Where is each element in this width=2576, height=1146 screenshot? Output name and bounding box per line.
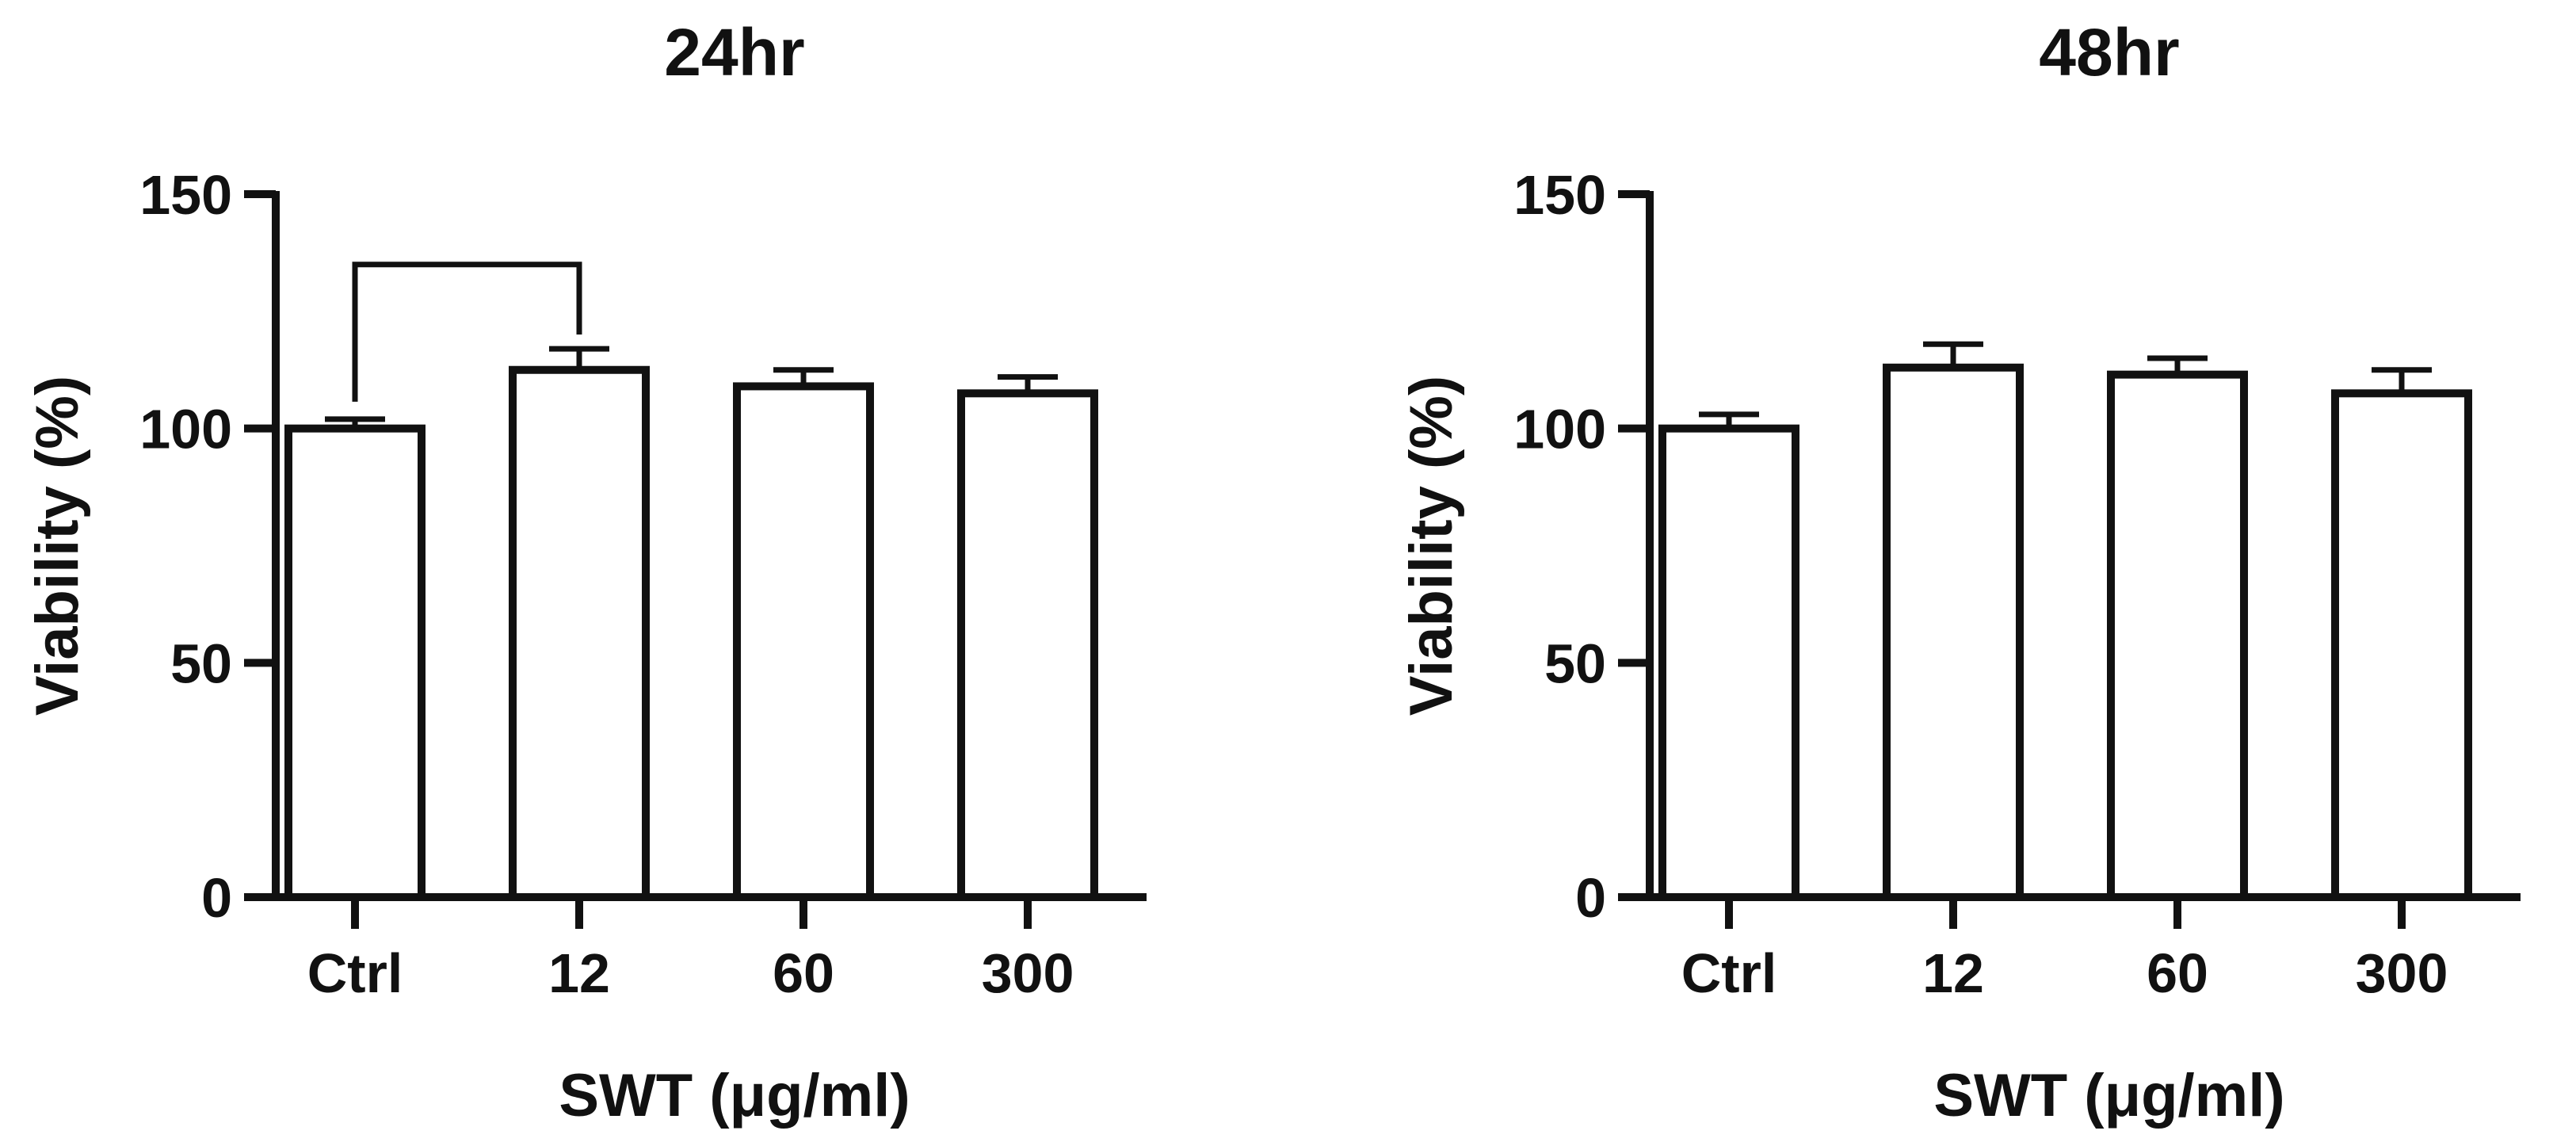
chart-panel-48hr: 48hr 0 50 100 150 Viability (%) Ctrl 12 60 300 SWT…	[1398, 15, 2521, 1129]
x-tick-label: 300	[982, 942, 1074, 1004]
x-tick-label: 60	[2147, 942, 2208, 1004]
bar-60	[2107, 370, 2248, 901]
y-tick-label: 100	[139, 399, 232, 460]
x-axis-label: SWT (μg/ml)	[1933, 1062, 2284, 1129]
x-tick-label: 300	[2356, 942, 2448, 1004]
bar-12	[1883, 363, 2024, 901]
chart-title: 48hr	[2039, 15, 2179, 90]
chart-title: 24hr	[664, 15, 804, 90]
x-tick-label: 60	[773, 942, 834, 1004]
x-tick-label: Ctrl	[307, 942, 403, 1004]
bar-300	[2331, 389, 2472, 902]
y-axis-label: Viability (%)	[24, 376, 91, 716]
bar-Ctrl	[1658, 424, 1799, 901]
y-tick-label: 150	[139, 164, 232, 226]
x-tick-label: 12	[1922, 942, 1984, 1004]
y-tick-label: 150	[1513, 164, 1606, 226]
bar-Ctrl	[284, 424, 426, 901]
x-tick-label: Ctrl	[1681, 942, 1777, 1004]
x-axis-label: SWT (μg/ml)	[559, 1062, 910, 1129]
y-tick-label: 0	[1575, 867, 1606, 929]
y-axis-label: Viability (%)	[1398, 376, 1465, 716]
y-tick-label: 50	[1544, 632, 1606, 694]
y-tick-label: 0	[201, 867, 232, 929]
bar-60	[733, 382, 874, 901]
y-tick-label: 50	[170, 632, 232, 694]
x-tick-label: 12	[548, 942, 610, 1004]
bar-300	[957, 389, 1098, 902]
chart-panel-24hr: 24hr 0 50 100 150 Viability (%) Ctrl 12 60 300 SWT…	[24, 15, 1147, 1129]
bar-12	[509, 365, 650, 901]
significance-bracket	[352, 262, 582, 402]
y-tick-label: 100	[1513, 399, 1606, 460]
